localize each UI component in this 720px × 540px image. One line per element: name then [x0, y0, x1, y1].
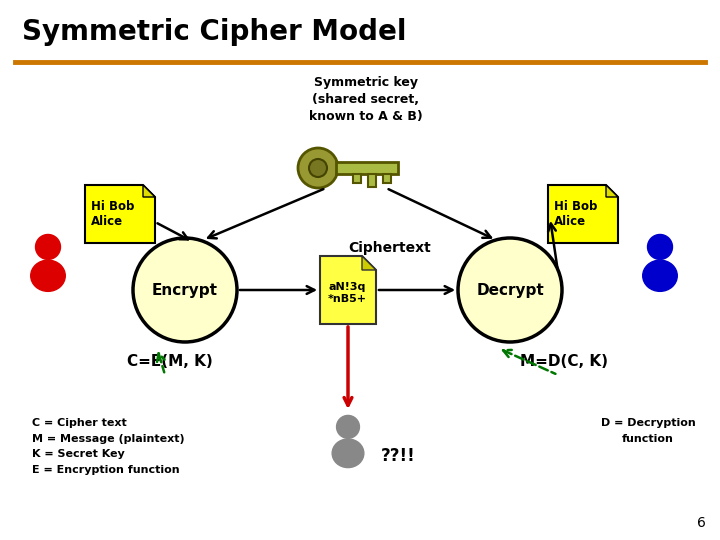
Text: 6: 6 — [697, 516, 706, 530]
Text: C = Cipher text
M = Message (plaintext)
K = Secret Key
E = Encryption function: C = Cipher text M = Message (plaintext) … — [32, 418, 184, 475]
Text: D = Decryption
function: D = Decryption function — [600, 418, 696, 443]
Ellipse shape — [643, 260, 678, 292]
Text: Symmetric Cipher Model: Symmetric Cipher Model — [22, 18, 407, 46]
Text: Hi Bob
Alice: Hi Bob Alice — [554, 200, 598, 228]
Circle shape — [458, 238, 562, 342]
Circle shape — [298, 148, 338, 188]
Polygon shape — [606, 185, 618, 197]
Circle shape — [336, 415, 359, 438]
Text: aN!3q
*nB5+: aN!3q *nB5+ — [328, 282, 366, 304]
Text: Symmetric key
(shared secret,
known to A & B): Symmetric key (shared secret, known to A… — [309, 76, 423, 123]
Text: Encrypt: Encrypt — [152, 282, 218, 298]
FancyBboxPatch shape — [368, 174, 376, 187]
Polygon shape — [320, 256, 376, 324]
Polygon shape — [362, 256, 376, 270]
Polygon shape — [85, 185, 155, 243]
Text: Ciphertext: Ciphertext — [348, 241, 431, 255]
Circle shape — [133, 238, 237, 342]
Text: ??!!: ??!! — [381, 447, 415, 465]
FancyBboxPatch shape — [383, 174, 391, 183]
Text: Hi Bob
Alice: Hi Bob Alice — [91, 200, 135, 228]
FancyBboxPatch shape — [336, 162, 398, 174]
Text: C=E(M, K): C=E(M, K) — [127, 354, 213, 369]
Text: Decrypt: Decrypt — [476, 282, 544, 298]
Ellipse shape — [31, 260, 66, 292]
Polygon shape — [548, 185, 618, 243]
Circle shape — [309, 159, 327, 177]
Polygon shape — [143, 185, 155, 197]
Circle shape — [35, 234, 60, 259]
Text: M=D(C, K): M=D(C, K) — [520, 354, 608, 369]
Ellipse shape — [332, 439, 364, 468]
FancyBboxPatch shape — [353, 174, 361, 183]
Circle shape — [647, 234, 672, 259]
